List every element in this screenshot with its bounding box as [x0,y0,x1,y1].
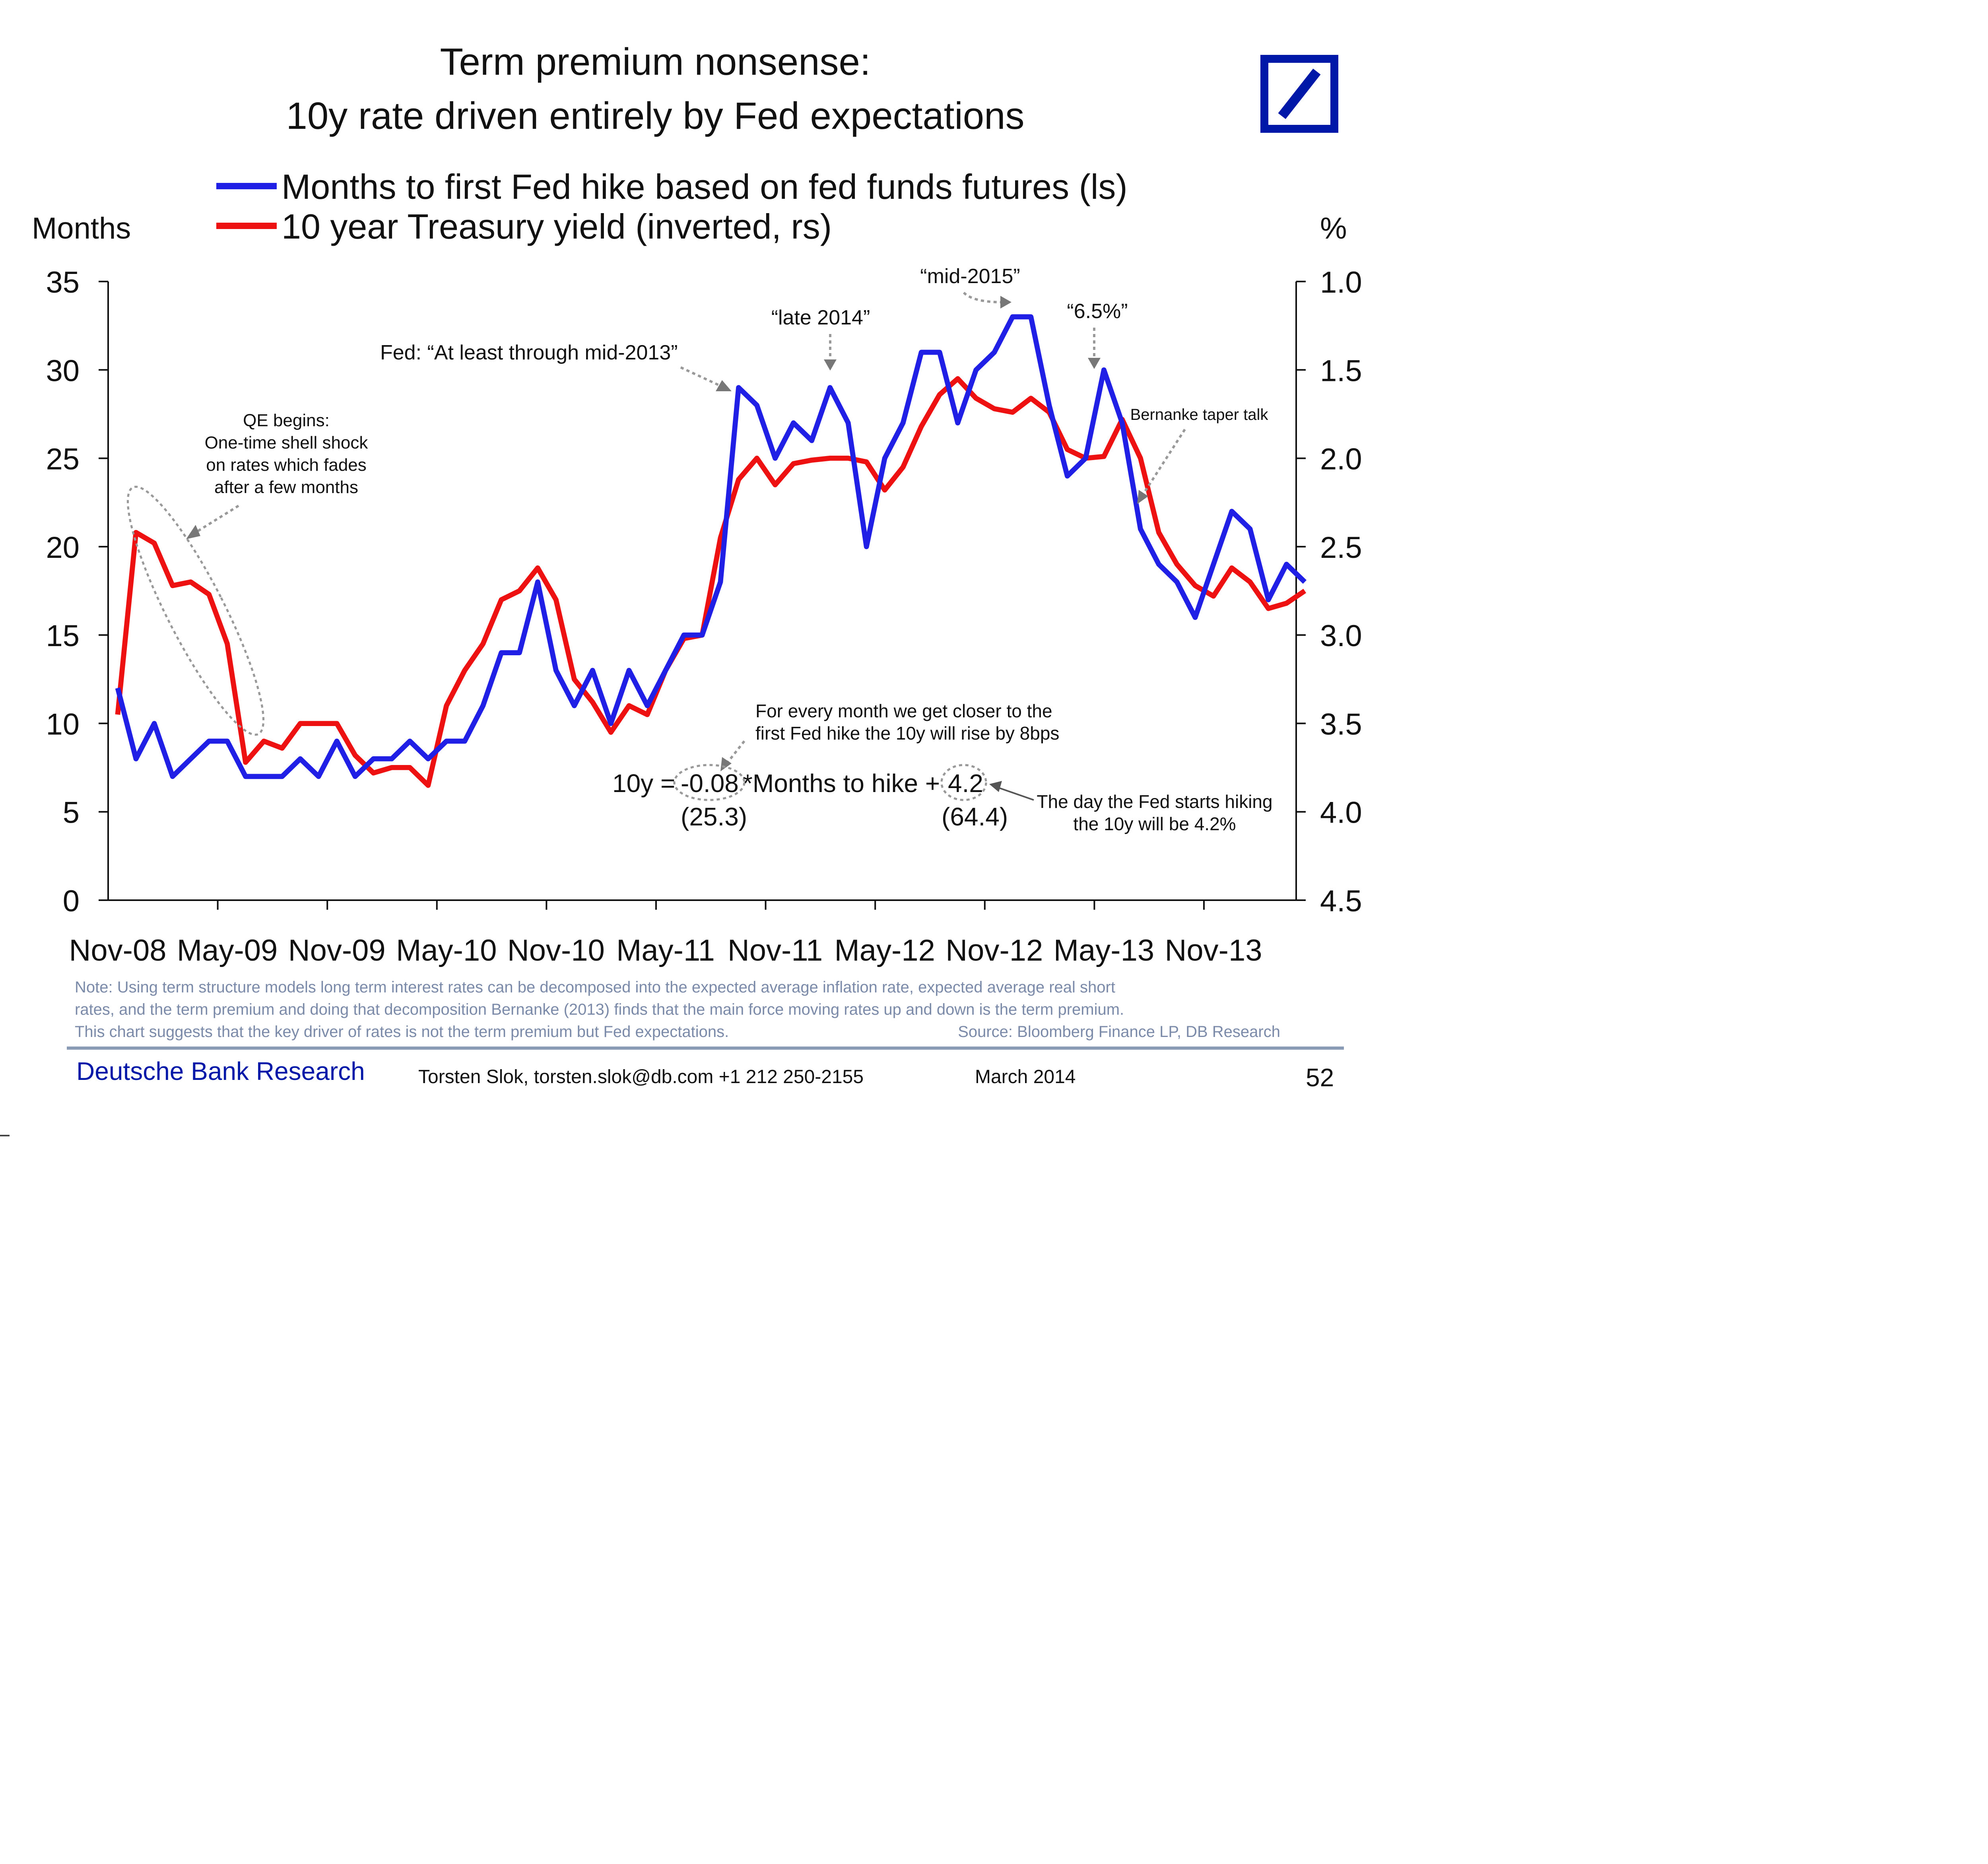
equation-middle: *Months to hike + [743,769,940,798]
annotation-fed-2013: Fed: “At least through mid-2013” [380,341,678,364]
annotation-qe: QE begins: One-time shell shock on rates… [205,411,369,497]
annotation-fed-2013-arrowhead [716,380,732,391]
footer-page: 52 [1306,1063,1334,1092]
annotation-day-line1: The day the Fed starts hiking [1037,791,1272,812]
right-axis-ticks: 1.0 1.5 2.0 2.5 3.0 3.5 4.0 4.5 [1296,266,1362,918]
annotation-6-5-pct: “6.5%” [1067,300,1128,323]
annotation-qe-line4: after a few months [214,478,358,497]
annotation-late-2014: “late 2014” [771,306,870,329]
left-tick-label: 5 [63,796,80,830]
series-line-months-to-hike [115,314,1307,779]
x-axis-ticks: Nov-08 May-09 Nov-09 May-10 Nov-10 May-11 Nov-… [69,900,1262,967]
annotation-qe-arrow [192,505,239,536]
left-tick-label: 35 [46,266,80,299]
deutsche-bank-logo [1260,55,1338,133]
left-axis-title: Months [32,212,131,245]
annotation-every-month-line1: For every month we get closer to the [755,701,1052,721]
equation-const-circle [940,764,987,801]
x-tick-label: May-12 [834,934,935,967]
right-tick-label: 1.0 [1320,266,1362,299]
annotation-taper: Bernanke taper talk [1130,406,1269,423]
x-tick-label: May-11 [616,934,715,967]
right-tick-label: 2.0 [1320,443,1362,476]
annotation-qe-line3: on rates which fades [206,455,367,475]
footer-brand: Deutsche Bank Research [76,1057,365,1085]
x-tick-label: Nov-11 [728,934,823,967]
equation-coef: -0.08 [681,769,739,798]
annotation-every-month-arrowhead [720,757,732,771]
annotation-taper-arrowhead [1137,490,1148,504]
x-tick-label: Nov-12 [945,934,1043,967]
right-tick-label: 4.5 [1320,884,1362,918]
annotation-fed-2013-arrow [680,366,726,389]
x-tick-label: Nov-09 [288,934,386,967]
right-tick-label: 2.5 [1320,531,1362,565]
left-axis-ticks: 0 5 10 15 20 25 30 35 [46,266,108,918]
left-tick-label: 10 [46,707,80,741]
equation-coef-circle [673,764,746,801]
chart-title-line2: 10y rate driven entirely by Fed expectat… [286,95,1025,137]
equation-tstat-const: (64.4) [942,802,1008,831]
left-tick-label: 0 [63,884,80,918]
x-tick-label: Nov-13 [1165,934,1262,967]
note-line1: Note: Using term structure models long t… [75,979,1115,996]
footer-date: March 2014 [975,1066,1076,1087]
left-tick-label: 20 [46,531,80,565]
left-tick-label: 25 [46,443,80,476]
left-tick-label: 15 [46,619,80,653]
right-tick-label: 1.5 [1320,354,1362,388]
legend-label-blue: Months to first Fed hike based on fed fu… [282,167,1128,206]
annotation-every-month-arrow [726,740,746,764]
note-line2: rates, and the term premium and doing th… [75,1001,1124,1018]
regression-equation: 10y = -0.08 *Months to hike + 4.2 (25.3)… [612,769,1008,831]
x-tick-label: May-09 [177,934,278,967]
series-line-10y-yield [115,376,1307,788]
annotation-mid-2015-arrow [963,291,1002,303]
equation-lhs: 10y = [612,769,675,798]
annotation-taper-arrow [1141,429,1186,497]
x-tick-label: May-13 [1054,934,1154,967]
equation-tstat-coef: (25.3) [681,802,747,831]
note-line3: This chart suggests that the key driver … [75,1023,729,1041]
annotation-qe-ellipse [126,485,265,736]
annotation-day-line2: the 10y will be 4.2% [1073,814,1236,834]
annotation-mid-2015-arrowhead [1000,296,1011,309]
annotation-qe-arrowhead [186,525,200,539]
legend-label-red: 10 year Treasury yield (inverted, rs) [282,207,832,246]
footer-author: Torsten Slok, torsten.slok@db.com +1 212… [418,1066,864,1087]
note-source: Source: Bloomberg Finance LP, DB Researc… [958,1023,1280,1041]
legend: Months to first Fed hike based on fed fu… [216,167,1128,246]
right-tick-label: 3.0 [1320,619,1362,653]
right-tick-label: 4.0 [1320,796,1362,830]
left-tick-label: 30 [46,354,80,388]
x-tick-label: Nov-10 [507,934,605,967]
right-tick-label: 3.5 [1320,707,1362,741]
annotation-every-month-line2: first Fed hike the 10y will rise by 8bps [755,723,1059,744]
equation-const: 4.2 [948,769,983,798]
annotation-day-arrowhead [989,781,1002,792]
right-axis-title: % [1320,212,1347,245]
annotation-qe-line2: One-time shell shock [205,433,369,452]
chart-title-line1: Term premium nonsense: [440,41,870,83]
annotation-late-2014-arrowhead [824,359,837,371]
annotation-6-5-pct-arrowhead [1088,358,1101,369]
annotation-mid-2015: “mid-2015” [920,265,1020,288]
annotation-day-arrow [997,786,1034,801]
x-tick-label: May-10 [396,934,497,967]
annotation-qe-line1: QE begins: [243,411,330,430]
x-tick-label: Nov-08 [69,934,167,967]
